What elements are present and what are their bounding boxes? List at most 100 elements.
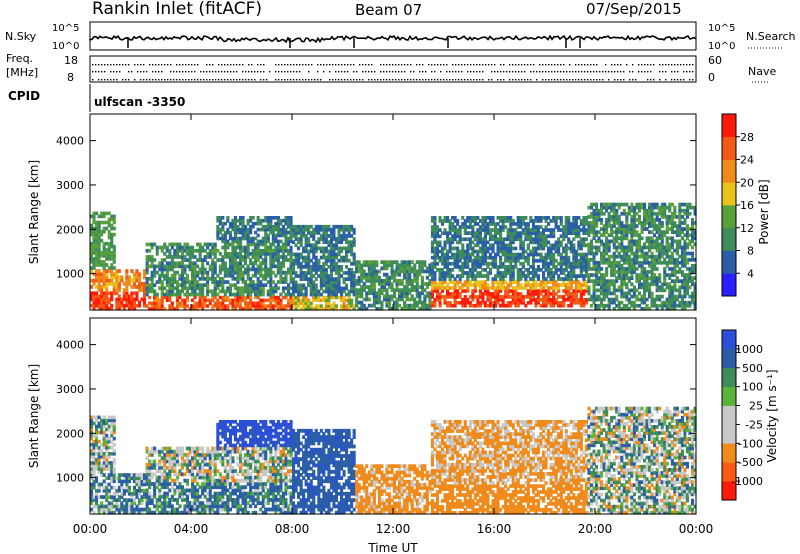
heatmap-cell xyxy=(231,258,235,262)
freq-dot xyxy=(647,71,649,73)
heatmap-cell xyxy=(193,255,197,259)
heatmap-cell xyxy=(271,286,275,291)
heatmap-cell xyxy=(430,216,434,220)
heatmap-cell xyxy=(430,265,434,269)
heatmap-cell xyxy=(552,289,556,293)
heatmap-cell xyxy=(441,271,445,275)
heatmap-cell xyxy=(355,288,359,292)
heatmap-cell xyxy=(302,234,306,238)
heatmap-cell xyxy=(663,267,667,271)
freq-dot xyxy=(560,64,562,66)
freq-dot xyxy=(329,64,331,66)
heatmap-cell xyxy=(138,275,142,280)
heatmap-cell xyxy=(382,297,386,302)
heatmap-cell xyxy=(100,251,104,255)
heatmap-cell xyxy=(180,270,184,275)
heatmap-cell xyxy=(193,286,197,291)
heatmap-cell xyxy=(468,252,472,257)
heatmap-cell xyxy=(191,286,195,291)
heatmap-cell xyxy=(607,282,611,287)
heatmap-cell xyxy=(148,289,152,294)
heatmap-cell xyxy=(658,221,662,225)
cpid-value: ulfscan -3350 xyxy=(94,95,185,109)
freq-dot xyxy=(128,71,130,73)
heatmap-cell xyxy=(297,231,301,235)
heatmap-cell xyxy=(630,282,634,287)
heatmap-cell xyxy=(185,264,189,269)
freq-dot xyxy=(158,79,160,81)
heatmap-cell xyxy=(307,240,311,244)
heatmap-cell xyxy=(650,282,654,287)
heatmap-cell xyxy=(592,202,596,207)
heatmap-cell xyxy=(456,246,460,251)
heatmap-cell xyxy=(92,272,96,277)
freq-dot xyxy=(680,64,682,66)
heatmap-cell xyxy=(499,219,503,223)
heatmap-cell xyxy=(516,280,520,284)
heatmap-cell xyxy=(168,242,172,247)
heatmap-cell xyxy=(620,211,624,216)
heatmap-cell xyxy=(486,228,490,232)
heatmap-cell xyxy=(478,249,482,254)
heatmap-cell xyxy=(352,237,356,241)
heatmap-cell xyxy=(261,261,265,266)
heatmap-cell xyxy=(221,289,225,294)
heatmap-cell xyxy=(597,270,601,274)
heatmap-cell xyxy=(476,231,480,235)
heatmap-cell xyxy=(526,258,530,263)
heatmap-cell xyxy=(612,288,616,293)
heatmap-cell xyxy=(554,280,558,284)
heatmap-cell xyxy=(294,261,298,266)
heatmap-cell xyxy=(329,292,333,297)
heatmap-cell xyxy=(516,222,520,226)
heatmap-cell xyxy=(226,267,230,272)
heatmap-cell xyxy=(309,274,313,278)
heatmap-cell xyxy=(446,286,450,290)
heatmap-cell xyxy=(201,295,205,300)
heatmap-cell xyxy=(211,264,215,269)
heatmap-cell xyxy=(130,278,134,283)
heatmap-cell xyxy=(567,222,571,226)
freq-dot xyxy=(521,71,523,73)
freq-dot xyxy=(278,71,280,73)
heatmap-cell xyxy=(302,298,306,302)
heatmap-cell xyxy=(97,220,101,225)
heatmap-cell xyxy=(309,271,313,275)
heatmap-cell xyxy=(622,291,626,296)
heatmap-cell xyxy=(620,245,624,250)
heatmap-cell xyxy=(236,264,240,269)
heatmap-cell xyxy=(334,246,338,251)
heatmap-cell xyxy=(334,261,338,266)
heatmap-cell xyxy=(105,251,109,255)
freq-dot xyxy=(233,79,235,81)
heatmap-cell xyxy=(534,240,538,245)
heatmap-cell xyxy=(130,285,134,289)
heatmap-cell xyxy=(370,263,374,268)
heatmap-cell xyxy=(327,289,331,294)
heatmap-cell xyxy=(557,249,561,254)
heatmap-cell xyxy=(605,245,609,250)
heatmap-cell xyxy=(218,270,222,275)
heatmap-cell xyxy=(617,306,621,311)
heatmap-cell xyxy=(165,289,169,294)
heatmap-cell xyxy=(110,257,114,261)
heatmap-cell xyxy=(198,277,202,281)
heatmap-cell xyxy=(569,283,573,287)
heatmap-cell xyxy=(597,211,601,216)
heatmap-cell xyxy=(382,285,386,289)
heatmap-cell xyxy=(281,230,285,235)
heatmap-cell xyxy=(317,268,321,272)
heatmap-cell xyxy=(630,227,634,231)
heatmap-cell xyxy=(605,248,609,253)
heatmap-cell xyxy=(610,264,614,268)
heatmap-cell xyxy=(607,211,611,216)
heatmap-cell xyxy=(294,298,298,302)
heatmap-cell xyxy=(264,224,268,229)
heatmap-cell xyxy=(605,282,609,287)
freq-dot xyxy=(467,64,469,66)
heatmap-cell xyxy=(246,270,250,275)
heatmap-cell xyxy=(496,265,500,269)
heatmap-cell xyxy=(304,246,308,251)
heatmap-cell xyxy=(294,301,298,305)
heatmap-cell xyxy=(579,301,583,305)
